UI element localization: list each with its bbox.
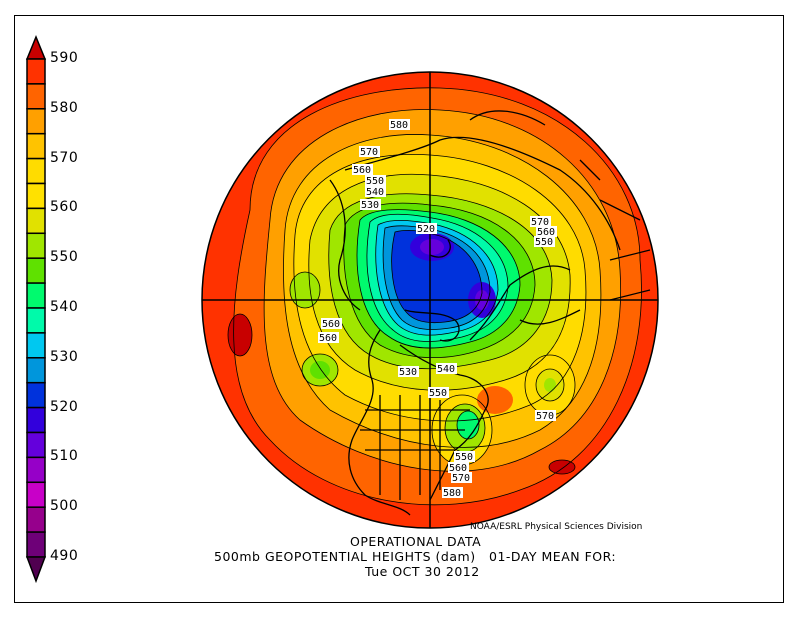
chart-date: Tue OCT 30 2012 — [365, 564, 480, 579]
contour-label: 570 — [536, 411, 554, 422]
contour-label: 540 — [437, 364, 455, 375]
contour-label: 550 — [366, 176, 384, 187]
chart-title: OPERATIONAL DATA — [350, 534, 481, 549]
chart-subtitle: 500mb GEOPOTENTIAL HEIGHTS (dam) 01-DAY … — [214, 549, 616, 564]
contour-label: 530 — [399, 367, 417, 378]
contour-label: 560 — [319, 333, 337, 344]
contour-label: 560 — [322, 319, 340, 330]
contour-label: 580 — [390, 120, 408, 131]
contour-label: 550 — [429, 388, 447, 399]
contour-label: 570 — [360, 147, 378, 158]
contour-label: 550 — [455, 452, 473, 463]
contour-label: 550 — [535, 237, 553, 248]
contour-label: 530 — [361, 200, 379, 211]
contour-label: 560 — [353, 165, 371, 176]
contour-label: 540 — [366, 187, 384, 198]
polar-map: 5805705605505405305205705605505605605305… — [0, 0, 800, 618]
contour-label: 570 — [452, 473, 470, 484]
contour-label: 580 — [443, 488, 461, 499]
contour-label: 520 — [417, 224, 435, 235]
credit-text: NOAA/ESRL Physical Sciences Division — [470, 522, 642, 532]
